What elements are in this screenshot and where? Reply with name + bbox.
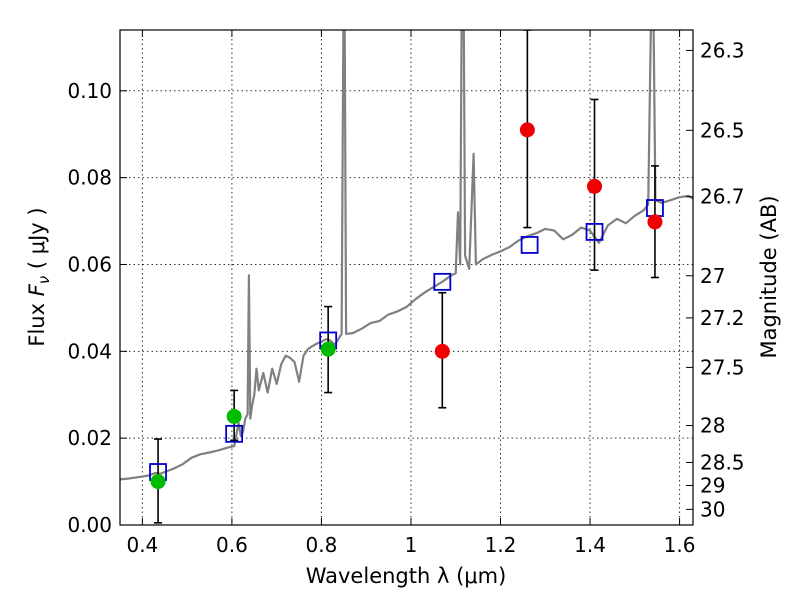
x-tick-label: 0.8 [306, 533, 338, 557]
right-tick-label: 29 [700, 473, 725, 497]
y-tick-label: 0.06 [67, 252, 112, 276]
grid [120, 30, 693, 525]
synthetic-photometry-square [585, 223, 604, 241]
right-tick-label: 27 [700, 264, 725, 288]
right-tick-label: 28 [700, 414, 725, 438]
y-tick-label: 0.00 [67, 513, 112, 537]
y-tick-label: 0.04 [67, 339, 112, 363]
x-tick-label: 1.2 [485, 533, 517, 557]
observed-flux-point [320, 341, 336, 357]
y-label-symbol: F [25, 283, 49, 296]
right-axis-label: Magnitude (AB) [757, 195, 781, 358]
y-label-subscript: ν [35, 276, 53, 284]
observed-flux-point [647, 214, 663, 230]
x-axis-label: Wavelength λ (μm) [306, 564, 507, 588]
x-tick-label: 1.6 [664, 533, 696, 557]
right-tick-label: 26.3 [700, 38, 745, 62]
y-axis-ticks: 0.00 0.02 0.04 0.06 0.08 0.10 [67, 79, 127, 537]
right-tick-label: 26.7 [700, 185, 745, 209]
observed-flux-point [434, 343, 450, 359]
right-tick-label: 30 [700, 497, 725, 521]
observed-flux-points [150, 122, 663, 490]
x-tick-label: 1.4 [574, 533, 606, 557]
y-axis-label: Flux Fν ( μJy ) [25, 207, 53, 346]
y-tick-label: 0.10 [67, 79, 112, 103]
x-tick-label: 0.6 [216, 533, 248, 557]
plot-frame [119, 29, 694, 526]
x-tick-label: 0.4 [126, 533, 158, 557]
y-label-part: ( μJy ) [25, 207, 49, 275]
synthetic-photometry-square [225, 424, 244, 443]
model-spectrum-line [120, 30, 693, 481]
right-tick-label: 26.5 [700, 118, 745, 142]
synthetic-photometry-square [433, 272, 452, 291]
right-tick-label: 27.2 [700, 306, 745, 330]
observed-flux-point [587, 178, 603, 194]
right-tick-label: 27.5 [700, 355, 745, 379]
right-tick-label: 28.5 [700, 450, 745, 474]
observed-flux-point [150, 474, 166, 490]
observed-flux-point [519, 122, 535, 138]
y-tick-label: 0.02 [67, 426, 112, 450]
synthetic-photometry-square [520, 236, 539, 254]
observed-flux-point [226, 408, 242, 424]
x-tick-label: 1 [405, 533, 418, 557]
x-axis-ticks: 0.4 0.6 0.8 1 1.2 1.4 1.6 [126, 30, 695, 557]
y-tick-label: 0.08 [67, 166, 112, 190]
y-label-part: Flux [25, 296, 49, 346]
